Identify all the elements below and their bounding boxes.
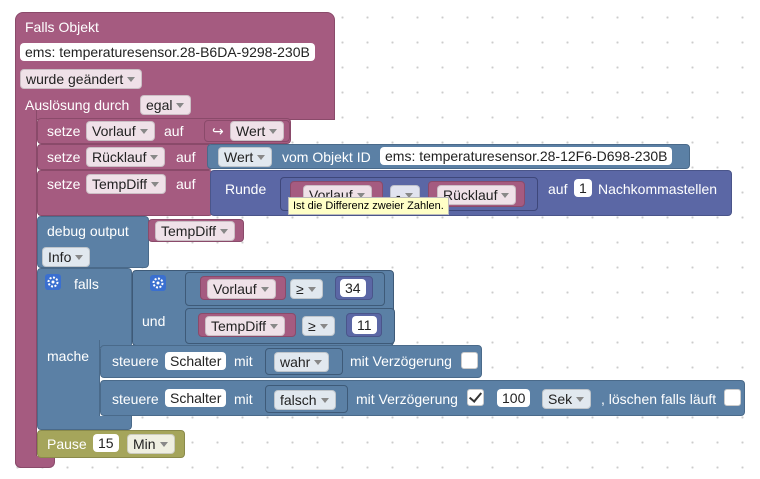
if-body <box>37 340 100 424</box>
if-foot <box>37 416 132 430</box>
variable-dropdown[interactable]: Vorlauf <box>86 121 155 141</box>
number-field[interactable]: 100 <box>497 389 531 407</box>
mutator-icon[interactable] <box>45 274 61 290</box>
object-id-field[interactable]: ems: temperaturesensor.28-12F6-D698-230B <box>380 147 673 165</box>
label: setze <box>47 149 81 165</box>
label: mit <box>234 391 253 407</box>
event-dropdown[interactable]: wurde geändert <box>20 69 143 89</box>
level-dropdown[interactable]: Info <box>42 247 91 267</box>
variable-dropdown[interactable]: TempDiff <box>205 316 285 336</box>
label: Pause <box>47 436 87 452</box>
variable-dropdown[interactable]: Rücklauf <box>437 185 517 205</box>
label: mit Verzögerung <box>356 391 458 407</box>
trigger-dropdown[interactable]: egal <box>140 95 192 115</box>
unit-dropdown[interactable]: Sek <box>542 389 592 409</box>
icon: ↪ <box>212 123 224 139</box>
label: auf <box>164 123 184 139</box>
label: mache <box>47 348 90 364</box>
unit-dropdown[interactable]: Min <box>127 434 175 454</box>
label: auf <box>176 176 196 192</box>
number-field[interactable]: 34 <box>340 279 366 297</box>
label: setze <box>47 176 81 192</box>
label: Auslösung durch <box>25 97 130 113</box>
label: , löschen falls läuft <box>601 391 717 407</box>
label: Nachkommastellen <box>598 181 718 197</box>
label: debug output <box>47 223 129 239</box>
operator-dropdown[interactable]: ≥ <box>290 279 323 299</box>
variable-dropdown[interactable]: Vorlauf <box>207 279 276 299</box>
label: steuere <box>112 391 159 407</box>
number-field[interactable]: 1 <box>574 179 592 197</box>
variable-dropdown[interactable]: TempDiff <box>86 174 166 194</box>
label: Runde <box>225 181 267 197</box>
label: auf <box>176 149 196 165</box>
label: steuere <box>112 353 159 369</box>
variable-dropdown[interactable]: TempDiff <box>155 221 235 241</box>
label: setze <box>47 123 81 139</box>
number-field[interactable]: 15 <box>93 434 119 452</box>
event-foot <box>15 456 55 468</box>
event-body <box>15 110 37 468</box>
label: auf <box>548 181 568 197</box>
label: mit <box>234 353 253 369</box>
label: falls <box>74 276 99 292</box>
label: Falls Objekt <box>25 19 99 35</box>
number-field[interactable]: 11 <box>352 316 377 334</box>
boolean-dropdown[interactable]: wahr <box>274 352 330 372</box>
value-dropdown[interactable]: Wert <box>218 147 273 167</box>
object-id-field[interactable]: ems: temperaturesensor.28-B6DA-9298-230B <box>20 43 315 61</box>
checkbox[interactable] <box>461 352 478 369</box>
checkbox[interactable] <box>467 389 484 406</box>
checkbox[interactable] <box>724 389 741 406</box>
mutator-icon[interactable] <box>150 275 166 291</box>
tooltip: Ist die Differenz zweier Zahlen. <box>288 197 449 215</box>
label: mit Verzögerung <box>350 353 452 369</box>
label: vom Objekt ID <box>282 149 371 165</box>
value-dropdown[interactable]: Wert <box>230 121 285 141</box>
object-field[interactable]: Schalter <box>165 389 227 407</box>
label: und <box>142 313 166 329</box>
variable-dropdown[interactable]: Rücklauf <box>86 147 166 167</box>
object-field[interactable]: Schalter <box>165 352 227 370</box>
operator-dropdown[interactable]: ≥ <box>302 316 335 336</box>
boolean-dropdown[interactable]: falsch <box>274 390 336 410</box>
